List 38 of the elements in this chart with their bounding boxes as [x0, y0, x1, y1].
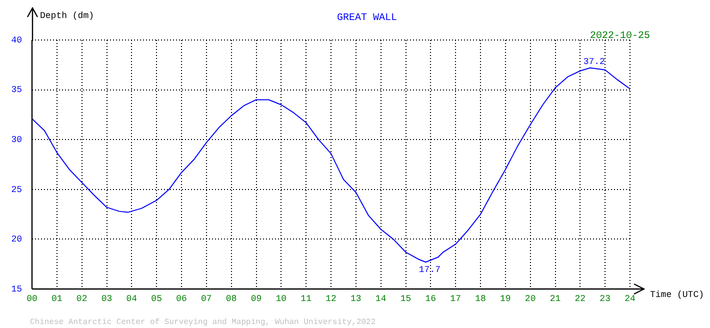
x-tick-label: 13 [350, 294, 362, 304]
x-tick-label: 00 [26, 294, 38, 304]
y-tick-label: 40 [11, 35, 22, 46]
x-tick-label: 20 [524, 294, 536, 304]
y-axis-title: Depth (dm) [40, 11, 94, 21]
x-tick-label: 24 [624, 294, 636, 304]
x-tick-label: 06 [176, 294, 187, 304]
x-tick-label: 17 [450, 294, 461, 304]
annotation: 17.7 [418, 265, 440, 276]
y-tick-label: 35 [11, 85, 22, 96]
y-tick-label: 25 [11, 184, 22, 195]
x-tick-label: 22 [574, 294, 586, 304]
x-tick-label: 09 [250, 294, 262, 304]
annotation: 37.2 [583, 56, 605, 67]
x-tick-label: 03 [101, 294, 112, 304]
x-tick-label: 18 [475, 294, 486, 304]
x-tick-label: 01 [52, 294, 62, 304]
y-tick-label: 30 [11, 134, 22, 145]
x-tick-label: 04 [126, 294, 138, 304]
y-tick-label: 15 [11, 284, 22, 294]
x-axis-title: Time (UTC) [650, 290, 704, 300]
x-tick-label: 15 [400, 294, 412, 304]
x-tick-label: 12 [326, 294, 336, 304]
x-tick-label: 21 [550, 294, 561, 304]
text: Chinese Antarctic Center of Surveying and Mapping, Wuhan University,2022 [30, 318, 376, 327]
y-tick-label: 20 [11, 234, 22, 245]
x-tick-label: 19 [500, 294, 511, 304]
annotation: 2022-10-25 [590, 31, 650, 42]
x-tick-label: 23 [600, 294, 610, 304]
x-tick-label: 07 [201, 294, 212, 304]
x-tick-label: 02 [76, 294, 88, 304]
x-tick-label: 10 [276, 294, 287, 304]
x-tick-label: 16 [425, 294, 436, 304]
chart-title: GREAT WALL [336, 13, 398, 24]
x-tick-label: 08 [226, 294, 237, 304]
x-tick-label: 14 [375, 294, 386, 304]
x-tick-label: 05 [151, 294, 162, 304]
x-tick-label: 11 [300, 294, 312, 304]
